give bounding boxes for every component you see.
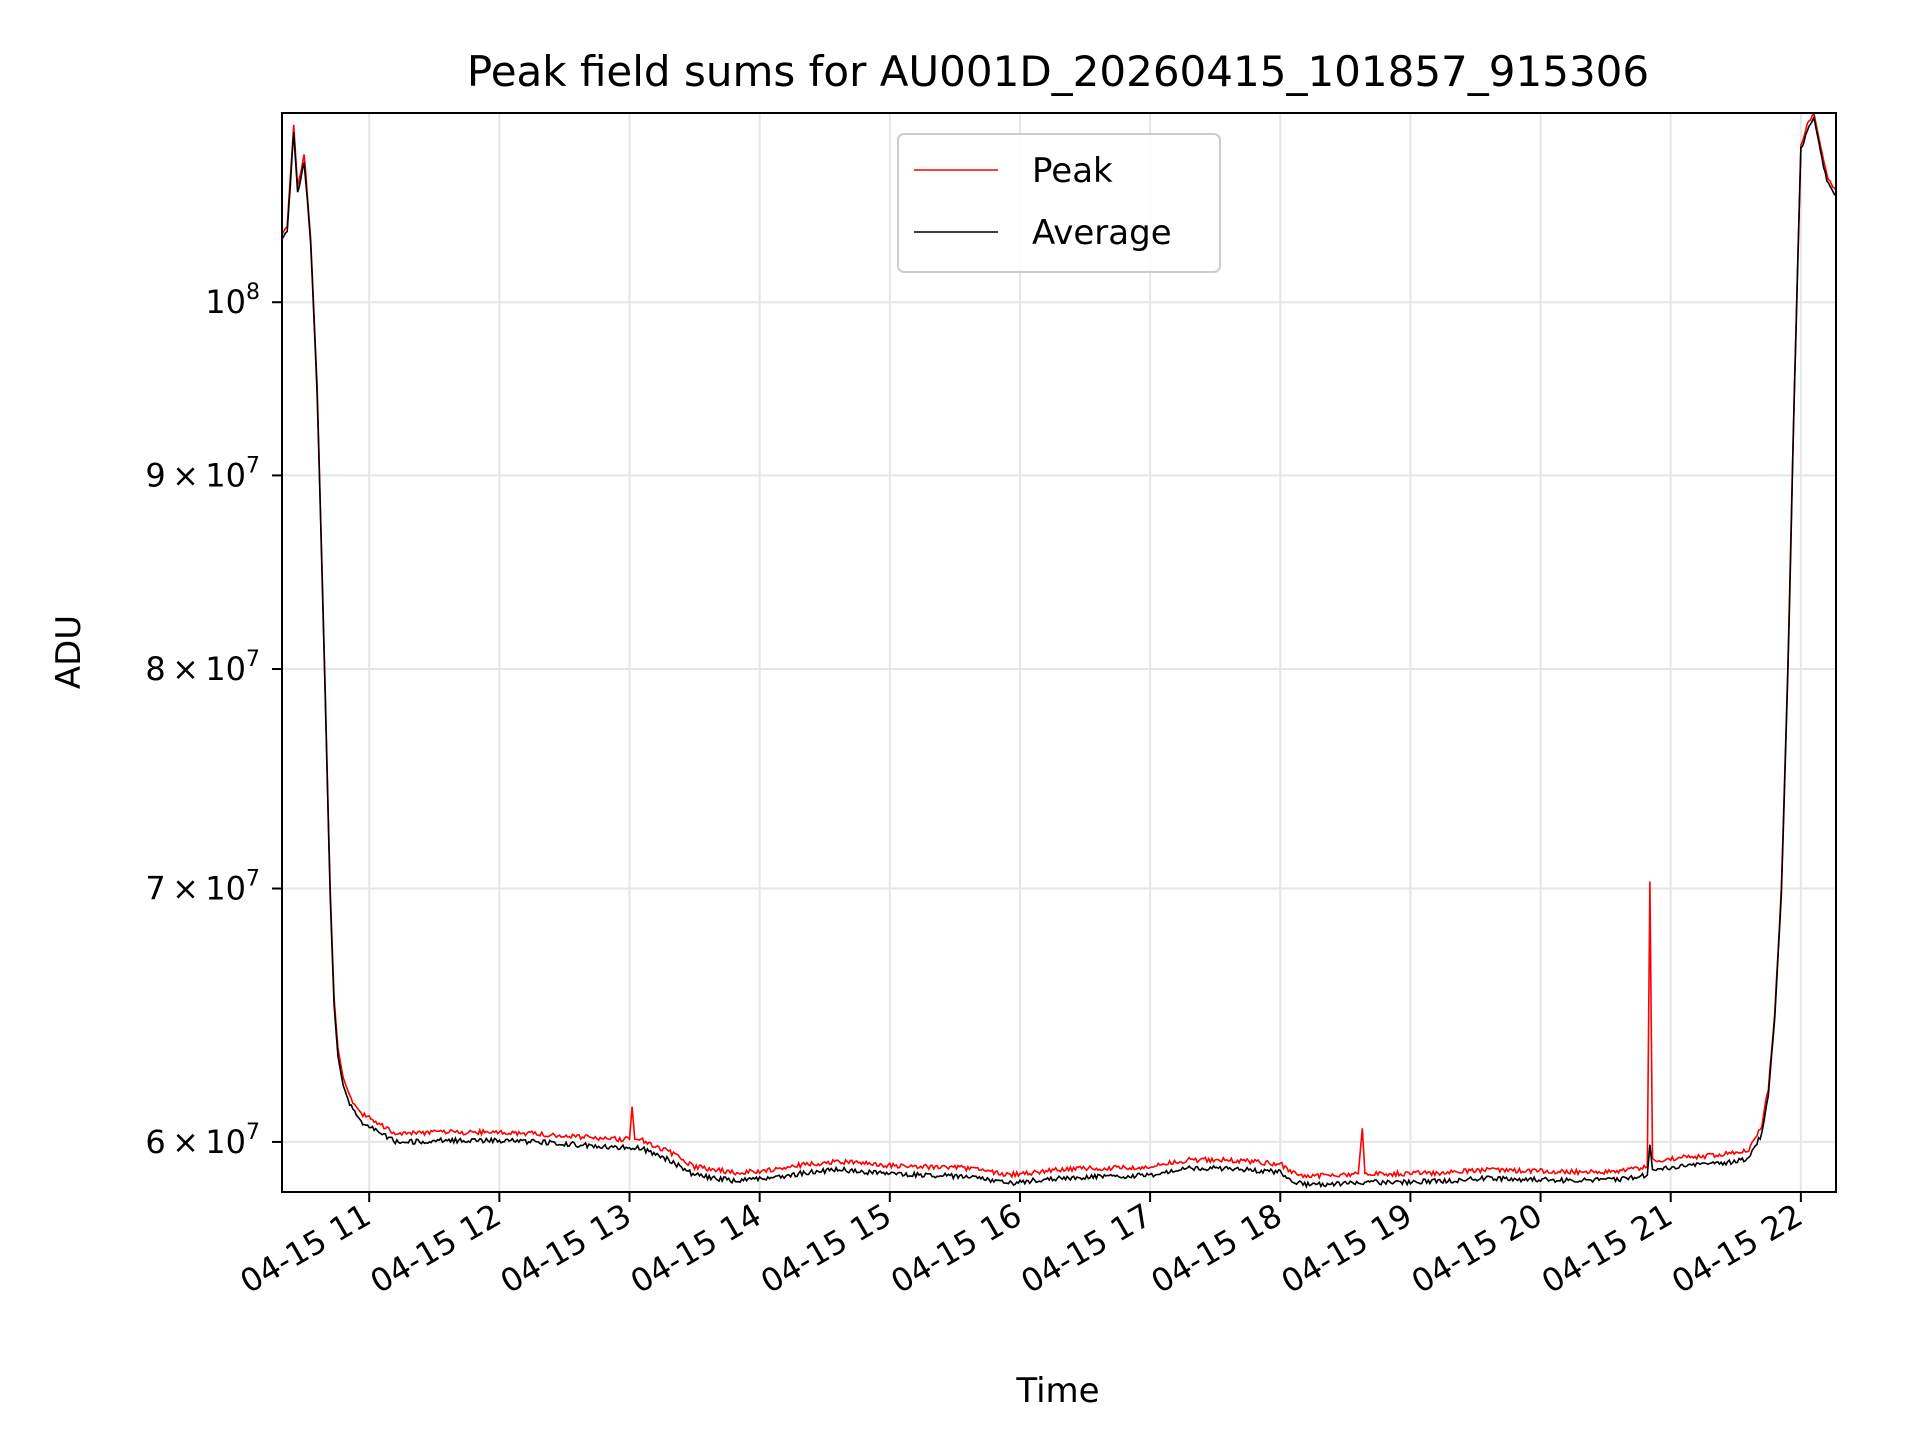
y-tick-label: 8 × 107 [145, 647, 260, 688]
y-tick-label: 7 × 107 [145, 867, 260, 908]
legend: Peak Average [897, 133, 1221, 273]
legend-box [897, 133, 1221, 273]
series-line-peak [282, 113, 1836, 1181]
x-axis-label: Time [1015, 1371, 1099, 1411]
chart-title: Peak field sums for AU001D_20260415_1018… [467, 47, 1649, 96]
y-tick-label: 6 × 107 [145, 1120, 260, 1161]
series-line-average [282, 114, 1836, 1189]
legend-label-peak: Peak [1032, 151, 1113, 191]
legend-label-average: Average [1032, 213, 1172, 253]
plot-series [282, 113, 1836, 1189]
grid-lines [282, 113, 1836, 1192]
axes-frame [281, 112, 1837, 1193]
y-axis-label: ADU [49, 615, 89, 689]
y-tick-label: 9 × 107 [145, 453, 260, 494]
